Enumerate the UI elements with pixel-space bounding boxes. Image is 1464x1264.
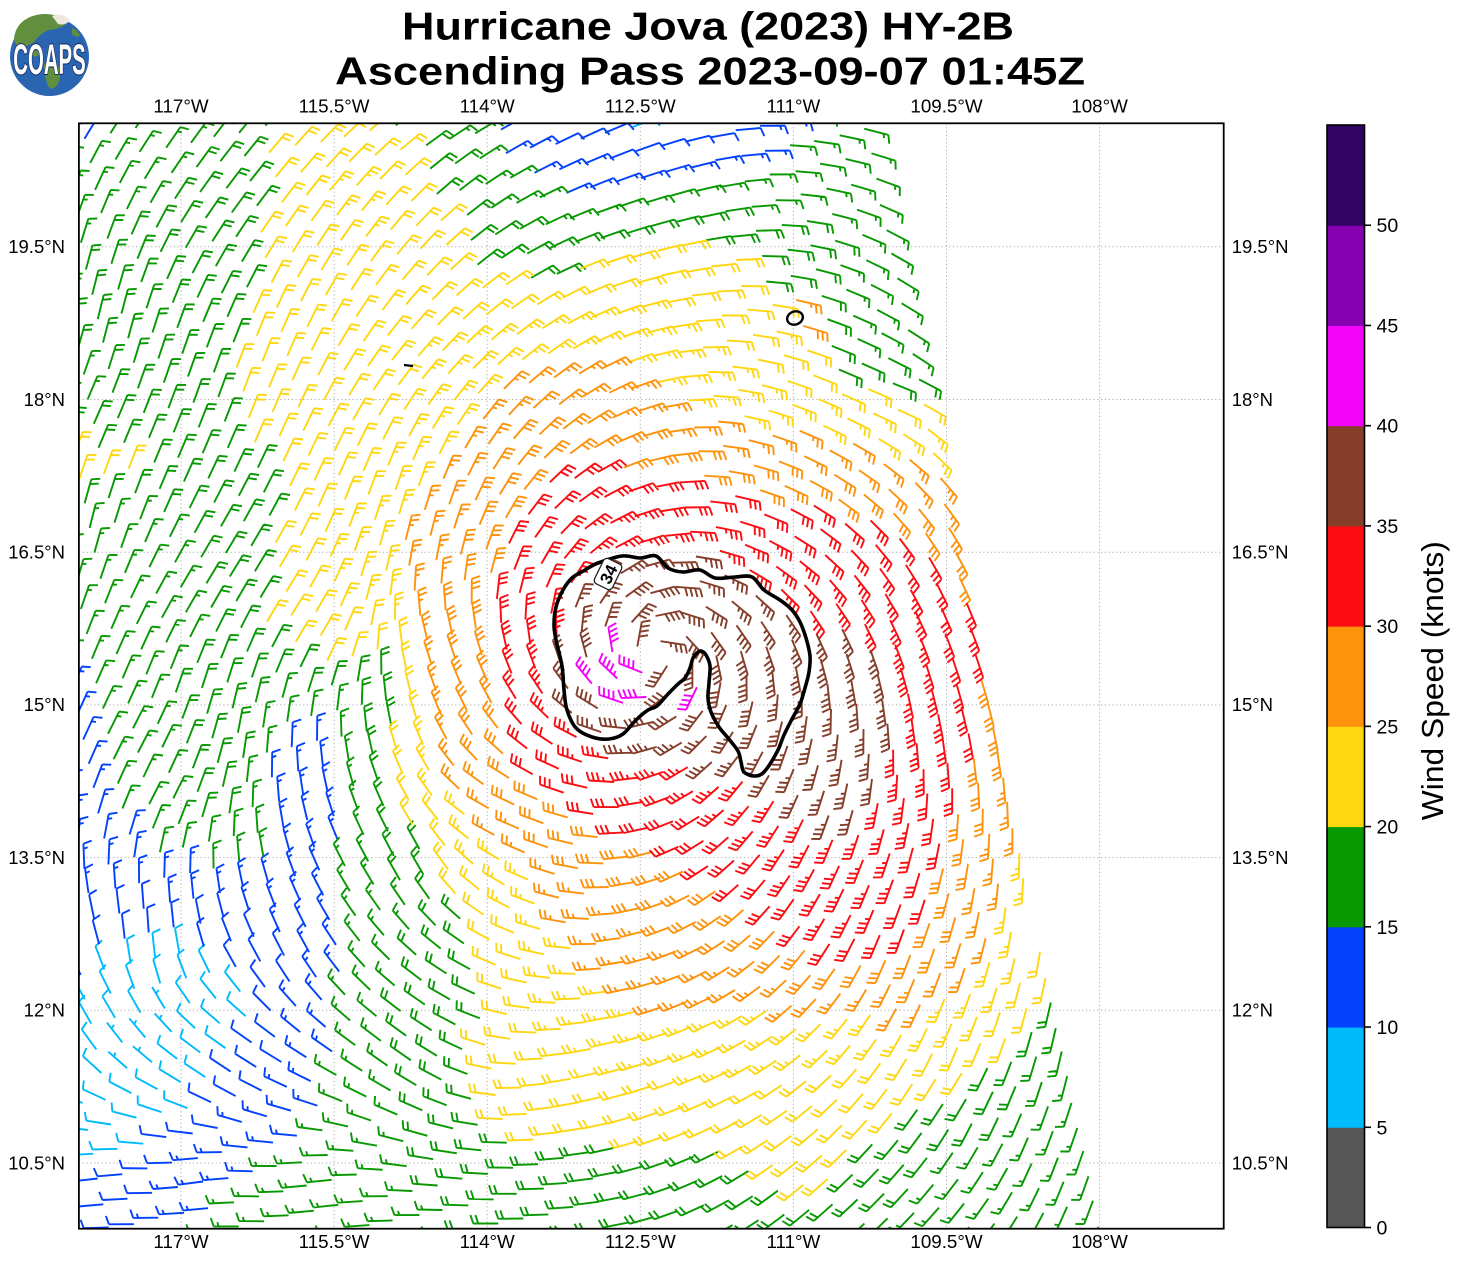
svg-text:Ascending Pass 2023-09-07 01:4: Ascending Pass 2023-09-07 01:45Z [335,51,1085,94]
svg-text:45: 45 [1377,316,1399,338]
svg-text:12°N: 12°N [1232,1000,1273,1021]
svg-text:15°N: 15°N [24,694,65,715]
svg-text:30: 30 [1377,616,1399,638]
svg-text:20: 20 [1377,817,1399,839]
svg-text:COAPS: COAPS [13,36,86,84]
svg-text:15: 15 [1377,917,1399,939]
svg-text:112.5°W: 112.5°W [605,1231,676,1252]
svg-text:40: 40 [1377,416,1399,438]
svg-text:117°W: 117°W [153,96,208,117]
svg-text:109.5°W: 109.5°W [910,96,983,117]
svg-text:112.5°W: 112.5°W [605,96,676,117]
svg-text:10: 10 [1377,1017,1399,1039]
svg-text:10.5°N: 10.5°N [8,1152,65,1173]
svg-text:5: 5 [1377,1117,1388,1139]
svg-text:111°W: 111°W [767,96,821,117]
svg-text:50: 50 [1377,215,1399,237]
svg-text:117°W: 117°W [153,1231,208,1252]
svg-text:25: 25 [1377,716,1399,738]
svg-text:18°N: 18°N [24,389,65,410]
svg-text:19.5°N: 19.5°N [8,236,65,257]
svg-text:111°W: 111°W [767,1231,821,1252]
svg-text:15°N: 15°N [1232,694,1273,715]
svg-text:16.5°N: 16.5°N [8,542,65,563]
svg-text:19.5°N: 19.5°N [1232,236,1289,257]
svg-text:0: 0 [1377,1218,1388,1240]
svg-text:13.5°N: 13.5°N [8,847,65,868]
svg-text:10.5°N: 10.5°N [1232,1152,1289,1173]
svg-text:108°W: 108°W [1071,1231,1128,1252]
svg-text:115.5°W: 115.5°W [299,96,370,117]
svg-text:18°N: 18°N [1232,389,1273,410]
svg-text:114°W: 114°W [460,1231,515,1252]
svg-text:12°N: 12°N [24,1000,65,1021]
svg-text:16.5°N: 16.5°N [1232,542,1289,563]
svg-text:108°W: 108°W [1071,96,1128,117]
svg-text:114°W: 114°W [460,96,515,117]
svg-text:115.5°W: 115.5°W [299,1231,370,1252]
svg-text:Hurricane Jova (2023) HY-2B: Hurricane Jova (2023) HY-2B [402,6,1014,49]
svg-text:109.5°W: 109.5°W [910,1231,983,1252]
svg-text:35: 35 [1377,516,1399,538]
svg-text:13.5°N: 13.5°N [1232,847,1289,868]
svg-text:Wind Speed (knots): Wind Speed (knots) [1415,541,1450,820]
